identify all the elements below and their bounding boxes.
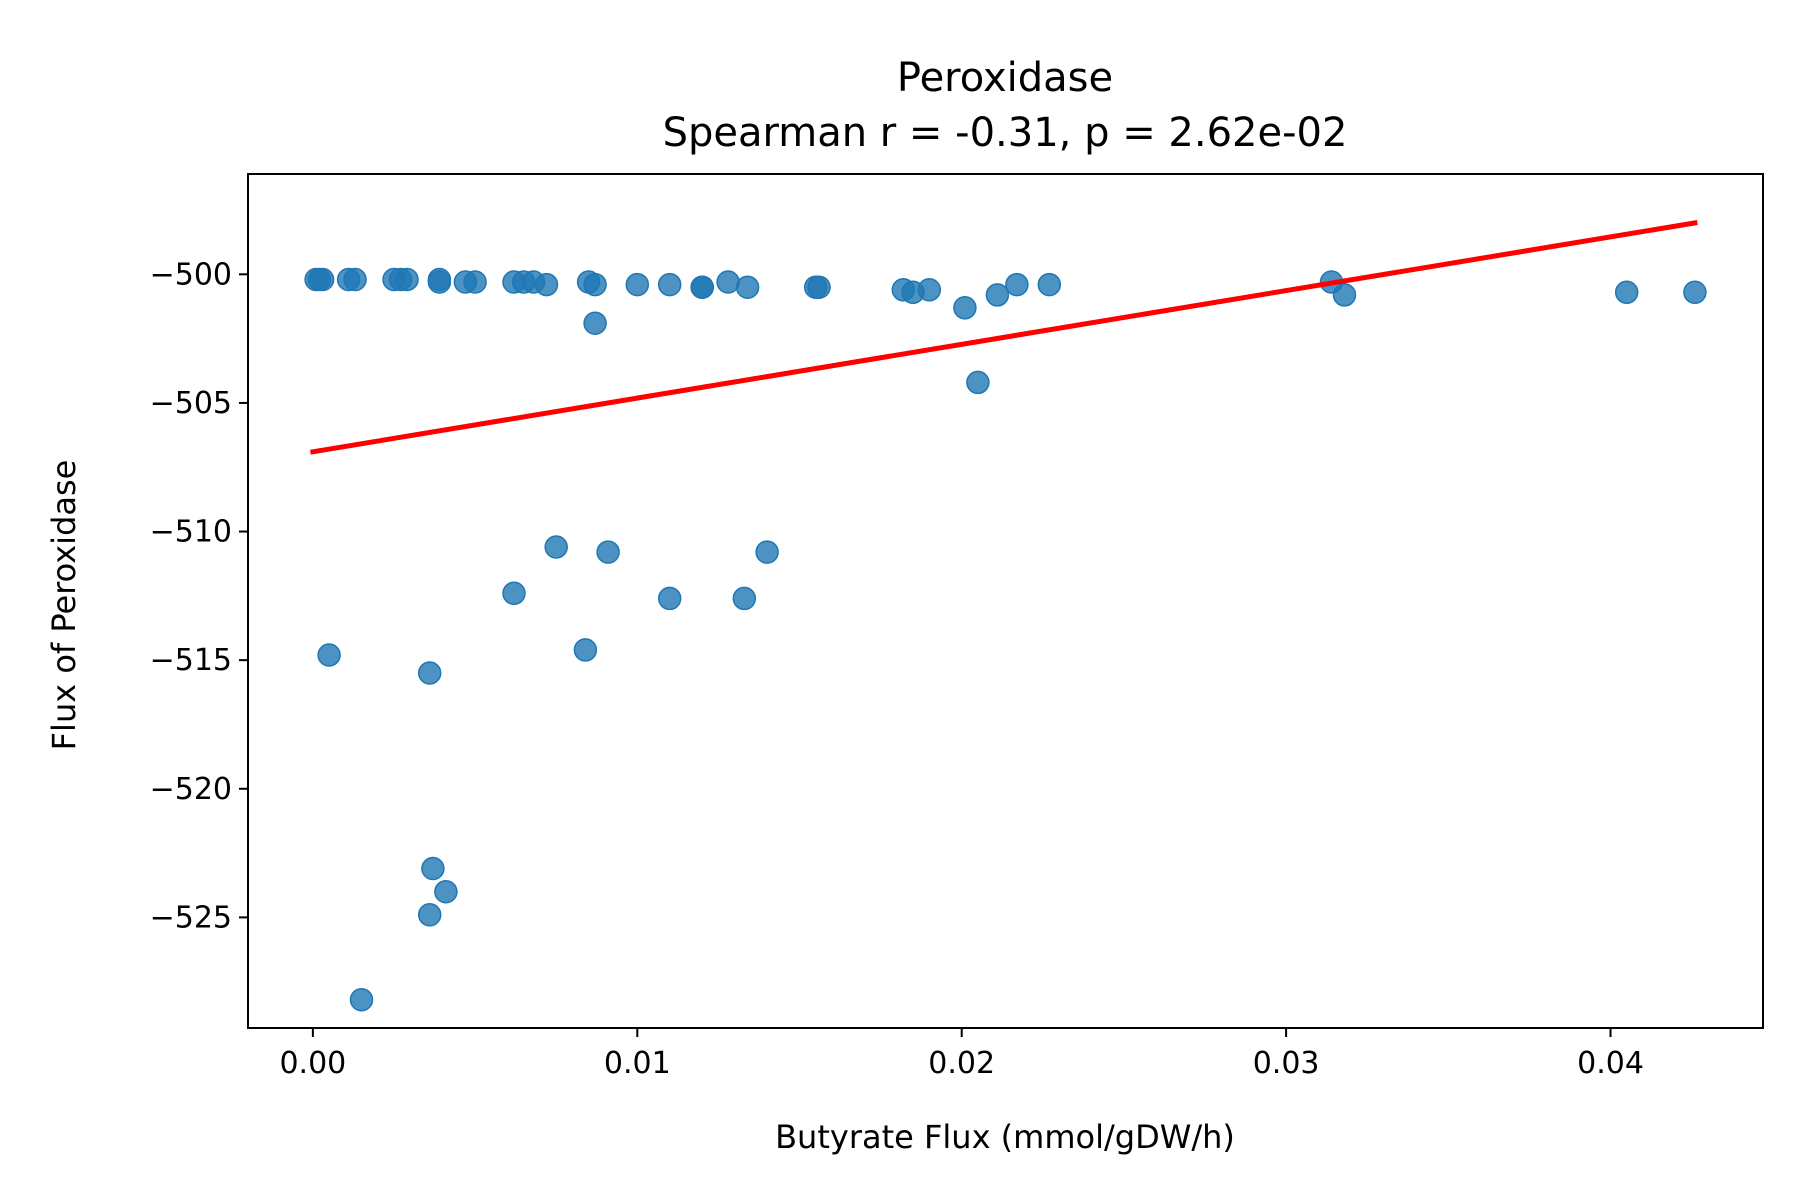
plot-frame bbox=[247, 173, 1764, 1029]
data-point bbox=[1037, 272, 1062, 297]
data-point bbox=[310, 267, 335, 292]
y-axis-label: Flux of Peroxidase bbox=[45, 460, 83, 751]
data-point bbox=[966, 370, 990, 395]
data-point bbox=[427, 270, 452, 294]
y-tick-label: −510 bbox=[150, 515, 232, 550]
data-point bbox=[985, 283, 1010, 307]
data-point bbox=[732, 586, 757, 611]
data-point bbox=[657, 272, 682, 297]
data-point bbox=[735, 275, 760, 299]
data-point bbox=[544, 535, 568, 559]
chart-title: Peroxidase bbox=[897, 55, 1113, 101]
data-point bbox=[583, 272, 607, 297]
x-tick-label: 0.00 bbox=[279, 1046, 346, 1081]
data-point bbox=[716, 270, 740, 294]
plot-area: 0.00 0.01 0.02 0.03 0.04 −500 −505 −510 −515 −520… bbox=[150, 173, 1764, 1081]
data-point bbox=[657, 586, 682, 611]
data-point bbox=[349, 987, 374, 1012]
data-point bbox=[690, 275, 714, 299]
data-point bbox=[317, 643, 341, 667]
y-tick-label: −525 bbox=[150, 900, 232, 935]
data-point bbox=[534, 272, 559, 297]
data-point bbox=[1614, 280, 1639, 305]
data-point bbox=[343, 267, 367, 292]
y-tick-label: −505 bbox=[150, 386, 232, 421]
y-tick-label: −520 bbox=[150, 772, 232, 807]
x-tick-label: 0.04 bbox=[1577, 1046, 1644, 1081]
x-tick-label: 0.02 bbox=[928, 1046, 995, 1081]
data-point bbox=[755, 540, 779, 564]
data-point bbox=[807, 275, 831, 299]
data-point bbox=[434, 879, 458, 904]
data-point bbox=[421, 856, 445, 881]
fit-line bbox=[310, 220, 1698, 455]
data-point bbox=[625, 272, 650, 297]
data-point bbox=[583, 311, 607, 335]
data-point bbox=[917, 278, 942, 302]
data-point bbox=[1332, 283, 1357, 307]
data-point bbox=[596, 540, 620, 564]
data-point bbox=[953, 296, 977, 320]
data-point bbox=[502, 581, 526, 606]
x-tick-label: 0.01 bbox=[604, 1046, 671, 1081]
chart-subtitle: Spearman r = -0.31, p = 2.62e-02 bbox=[663, 110, 1348, 156]
data-point bbox=[1005, 272, 1029, 297]
x-axis-label: Butyrate Flux (mmol/gDW/h) bbox=[775, 1118, 1235, 1156]
data-point bbox=[395, 267, 419, 292]
y-tick-label: −515 bbox=[150, 643, 232, 678]
data-point bbox=[417, 903, 442, 927]
data-point bbox=[417, 661, 442, 685]
data-point bbox=[573, 638, 598, 662]
data-point bbox=[463, 270, 487, 294]
y-tick-label: −500 bbox=[150, 257, 232, 292]
x-tick-label: 0.03 bbox=[1253, 1046, 1320, 1081]
data-point bbox=[1683, 280, 1707, 305]
